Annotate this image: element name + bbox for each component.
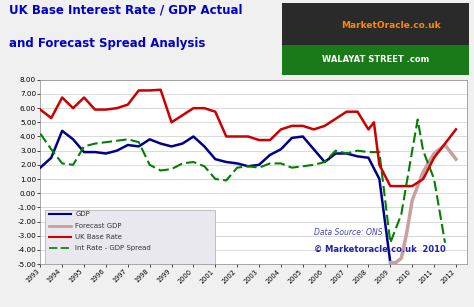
Text: UK Base Interest Rate / GDP Actual: UK Base Interest Rate / GDP Actual <box>9 3 243 16</box>
Text: MarketOracle.co.uk: MarketOracle.co.uk <box>341 21 440 30</box>
Text: WALAYAT STREET .com: WALAYAT STREET .com <box>322 55 429 64</box>
Text: Data Source: ONS: Data Source: ONS <box>314 228 383 237</box>
Text: UK Base Rate: UK Base Rate <box>75 234 122 240</box>
Text: Forecast GDP: Forecast GDP <box>75 223 122 229</box>
Text: Financial Markets Analysis & Forecasts: Financial Markets Analysis & Forecasts <box>339 45 442 50</box>
Text: Int Rate - GDP Spread: Int Rate - GDP Spread <box>75 245 151 251</box>
Text: © Marketoracle.co.uk  2010: © Marketoracle.co.uk 2010 <box>314 245 446 255</box>
Text: and Forecast Spread Analysis: and Forecast Spread Analysis <box>9 37 206 50</box>
Text: GDP: GDP <box>75 212 90 217</box>
Bar <box>45 210 215 264</box>
